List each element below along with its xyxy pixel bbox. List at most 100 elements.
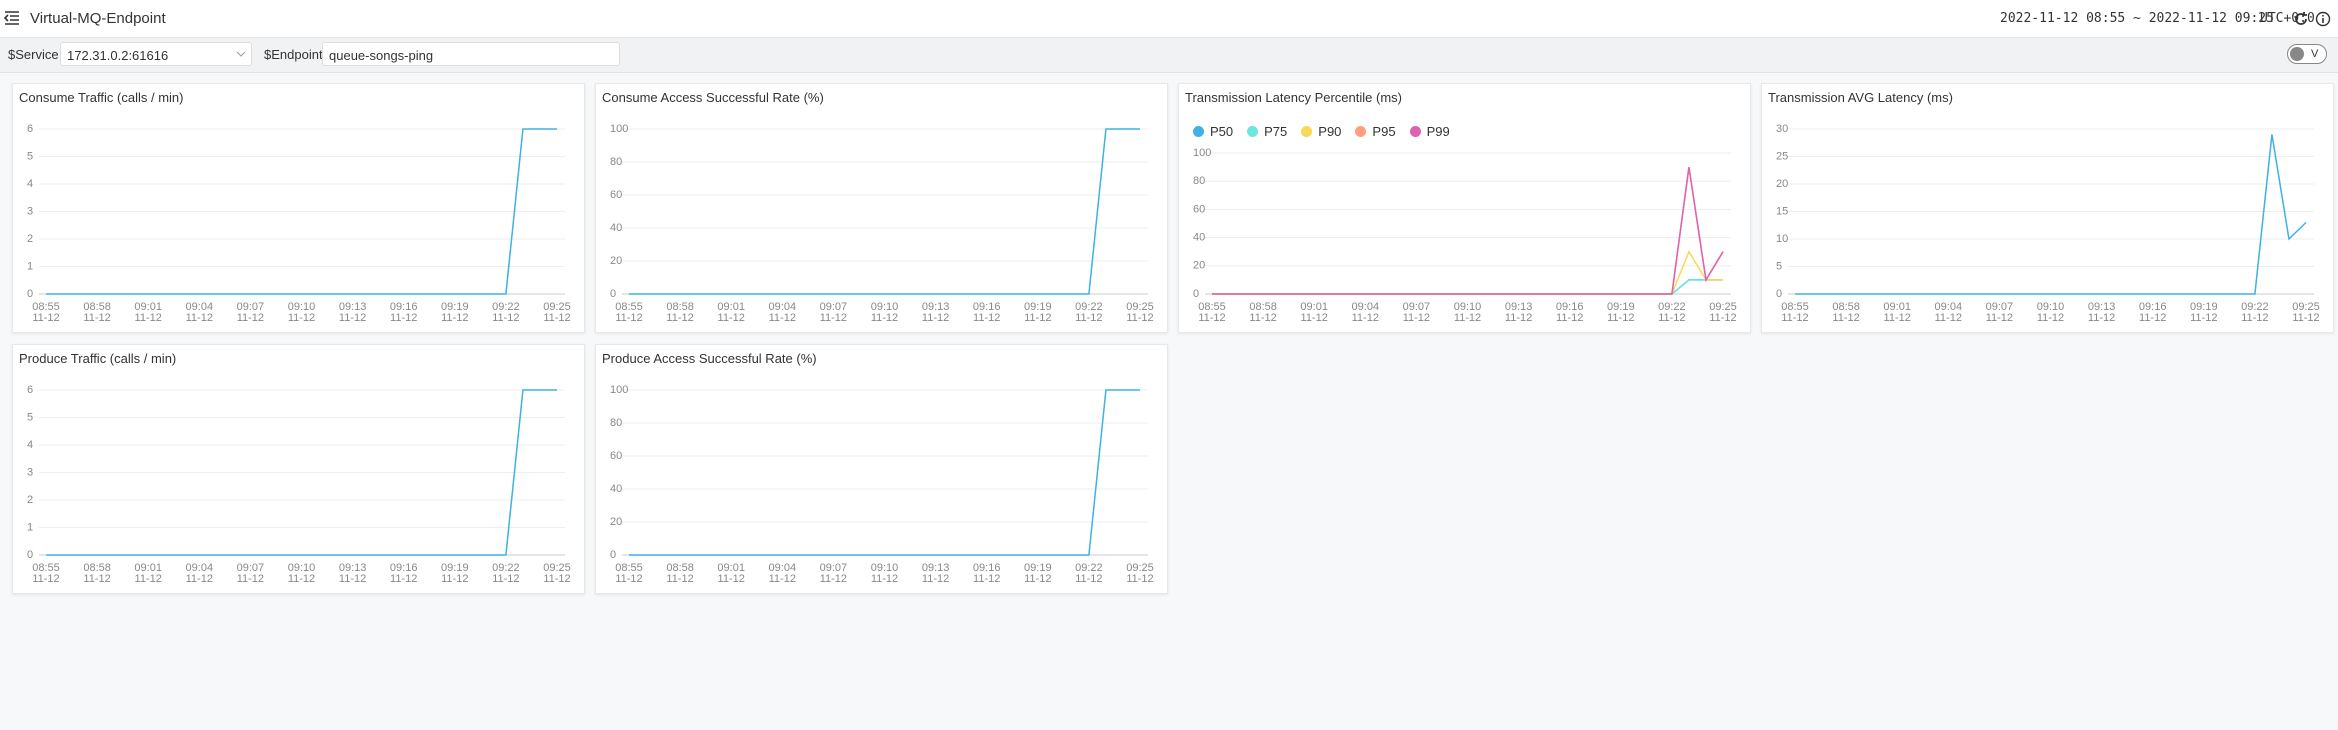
x-tick-label: 09:16 11-12 xyxy=(1555,301,1584,324)
service-select[interactable]: 172.31.0.2:61616 xyxy=(60,42,252,66)
x-tick-label: 09:04 11-12 xyxy=(185,562,214,585)
x-tick-label: 09:10 11-12 xyxy=(870,301,899,324)
x-tick-label: 09:13 11-12 xyxy=(338,301,367,324)
chart-title: Produce Access Successful Rate (%) xyxy=(602,351,817,366)
endpoint-input[interactable]: queue-songs-ping xyxy=(322,42,620,66)
legend: P50 P75 P90 P95 P99 xyxy=(1193,124,1464,139)
toggle[interactable]: V xyxy=(2287,44,2327,64)
y-tick-label: 4 xyxy=(27,178,33,190)
plot: 0 20 40 60 80 100 xyxy=(1193,147,1731,300)
series-line xyxy=(46,128,557,295)
y-tick-label: 1 xyxy=(27,260,33,272)
x-tick-label: 08:58 11-12 xyxy=(1832,301,1860,324)
chart-title: Consume Access Successful Rate (%) xyxy=(602,90,824,105)
page-title: Virtual-MQ-Endpoint xyxy=(30,10,166,27)
legend-item: P75 xyxy=(1247,124,1287,139)
series-line xyxy=(1212,250,1723,295)
x-tick-label: 09:13 11-12 xyxy=(921,301,950,324)
x-tick-label: 08:58 11-12 xyxy=(1249,301,1277,324)
y-tick-label: 0 xyxy=(610,549,616,561)
y-tick-label: 20 xyxy=(610,516,622,528)
x-tick-label: 09:16 11-12 xyxy=(972,301,1001,324)
x-tick-label: 09:19 11-12 xyxy=(441,562,469,585)
y-tick-label: 20 xyxy=(1776,178,1788,190)
header: Virtual-MQ-Endpoint 2022-11-12 08:55 ~ 2… xyxy=(0,0,2338,38)
info-icon[interactable] xyxy=(2315,11,2331,27)
y-tick-label: 80 xyxy=(610,417,622,429)
x-tick-label: 09:19 11-12 xyxy=(1024,562,1052,585)
series-line xyxy=(629,389,1140,556)
x-tick-label: 09:22 11-12 xyxy=(2241,301,2269,324)
y-tick-label: 15 xyxy=(1776,205,1788,217)
x-tick-label: 09:13 11-12 xyxy=(921,562,950,585)
y-tick-label: 6 xyxy=(27,123,33,135)
x-tick-label: 09:07 11-12 xyxy=(1402,301,1431,324)
y-tick-label: 25 xyxy=(1776,150,1788,162)
y-tick-label: 30 xyxy=(1776,123,1788,135)
series-line xyxy=(629,128,1140,295)
x-tick-label: 09:25 11-12 xyxy=(1126,562,1154,585)
endpoint-label: $Endpoint xyxy=(264,47,323,62)
chart-panel: Transmission Latency Percentile (ms) 0 20 4… xyxy=(1178,83,1751,333)
x-tick-label: 08:58 11-12 xyxy=(666,562,694,585)
y-tick-label: 60 xyxy=(1193,203,1205,215)
service-value: 172.31.0.2:61616 xyxy=(67,48,169,63)
x-tick-label: 08:55 11-12 xyxy=(32,562,60,585)
x-tick-label: 09:25 11-12 xyxy=(1126,301,1154,324)
x-tick-label: 09:25 11-12 xyxy=(1709,301,1737,324)
legend-swatch xyxy=(1247,126,1259,137)
y-tick-label: 1 xyxy=(27,521,33,533)
series-line xyxy=(1212,166,1724,295)
legend-swatch xyxy=(1301,126,1313,137)
y-tick-label: 80 xyxy=(610,156,622,168)
x-tick-label: 09:10 11-12 xyxy=(870,562,899,585)
series-line xyxy=(46,389,557,556)
x-tick-label: 09:01 11-12 xyxy=(717,301,745,324)
x-tick-label: 09:07 11-12 xyxy=(1985,301,2014,324)
y-tick-label: 40 xyxy=(610,222,622,234)
legend-item: P95 xyxy=(1355,124,1396,139)
x-tick-label: 09:01 11-12 xyxy=(717,562,745,585)
refresh-icon[interactable] xyxy=(2293,11,2309,27)
menu-icon[interactable] xyxy=(4,10,20,26)
y-tick-label: 10 xyxy=(1776,233,1788,245)
x-tick-label: 09:01 11-12 xyxy=(134,562,162,585)
x-tick-label: 09:01 11-12 xyxy=(134,301,162,324)
x-tick-label: 09:19 11-12 xyxy=(1607,301,1635,324)
x-tick-label: 09:13 11-12 xyxy=(338,562,367,585)
chart-panel: Produce Access Successful Rate (%) 0 20 40 6… xyxy=(595,344,1168,594)
x-tick-label: 09:04 11-12 xyxy=(1351,301,1380,324)
toggle-knob xyxy=(2290,47,2304,61)
y-tick-label: 60 xyxy=(610,189,622,201)
legend-item: P99 xyxy=(1409,124,1450,139)
y-tick-label: 0 xyxy=(610,288,616,300)
service-label: $Service xyxy=(8,47,59,62)
legend-label: P50 xyxy=(1210,124,1234,139)
y-tick-label: 5 xyxy=(27,150,33,162)
chart-title: Produce Traffic (calls / min) xyxy=(19,351,177,366)
x-tick-label: 09:10 11-12 xyxy=(1453,301,1482,324)
y-tick-label: 0 xyxy=(1776,288,1782,300)
y-tick-label: 0 xyxy=(27,288,33,300)
toolbar: $Service 172.31.0.2:61616 $Endpoint queu… xyxy=(0,38,2338,73)
chart-title: Transmission AVG Latency (ms) xyxy=(1768,90,1953,105)
x-tick-label: 09:04 11-12 xyxy=(768,562,797,585)
y-tick-label: 2 xyxy=(27,494,33,506)
x-tick-label: 09:01 11-12 xyxy=(1883,301,1911,324)
x-tick-label: 09:22 11-12 xyxy=(492,562,520,585)
chart-panel: Consume Traffic (calls / min) 0 1 2 3 4 5 6 08:5… xyxy=(12,83,585,333)
series-line xyxy=(1212,279,1723,295)
x-tick-label: 09:13 11-12 xyxy=(2087,301,2116,324)
x-tick-label: 09:22 11-12 xyxy=(1075,562,1103,585)
toggle-label: V xyxy=(2311,48,2319,60)
x-tick-label: 09:07 11-12 xyxy=(819,301,848,324)
x-tick-label: 09:19 11-12 xyxy=(2190,301,2218,324)
x-tick-label: 09:04 11-12 xyxy=(768,301,797,324)
chart-panel: Transmission AVG Latency (ms) 0 5 10 15 20 25 3… xyxy=(1761,83,2334,333)
x-tick-label: 09:16 11-12 xyxy=(389,301,418,324)
x-tick-label: 09:16 11-12 xyxy=(389,562,418,585)
legend-swatch xyxy=(1355,126,1367,137)
time-range[interactable]: 2022-11-12 08:55 ~ 2022-11-12 09:25 xyxy=(2000,11,2274,26)
endpoint-value: queue-songs-ping xyxy=(329,48,434,63)
legend-label: P90 xyxy=(1318,124,1342,139)
